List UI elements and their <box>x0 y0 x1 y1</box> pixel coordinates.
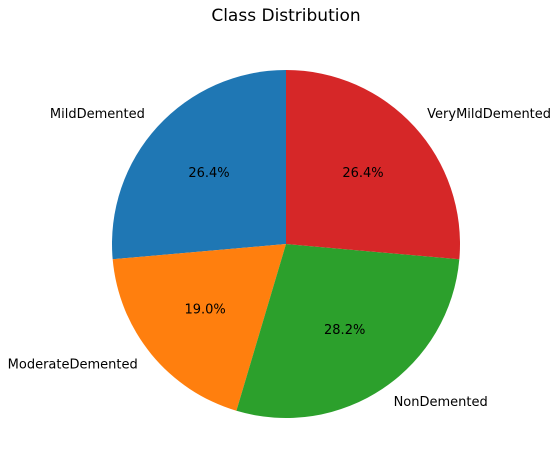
pie-slice-moderatedemented <box>112 244 286 411</box>
pie-slice-verymilddemented <box>286 70 460 260</box>
pie-labels: 26.4% MildDemented 19.0% ModerateDemented 28… <box>8 107 551 410</box>
chart-title: Class Distribution <box>211 6 360 26</box>
pct-label-verymilddemented: 26.4% <box>342 166 383 181</box>
pct-label-nondemented: 28.2% <box>324 323 365 338</box>
pie-slices <box>112 70 460 419</box>
slice-label-verymilddemented: VeryMildDemented <box>427 107 551 122</box>
pct-label-milddemented: 26.4% <box>188 166 229 181</box>
slice-label-nondemented: NonDemented <box>394 395 488 410</box>
slice-label-moderatedemented: ModerateDemented <box>8 358 138 373</box>
pie-slice-milddemented <box>112 70 286 260</box>
pie-slice-nondemented <box>236 244 460 419</box>
pct-label-moderatedemented: 19.0% <box>184 303 225 318</box>
slice-label-milddemented: MildDemented <box>50 107 145 122</box>
